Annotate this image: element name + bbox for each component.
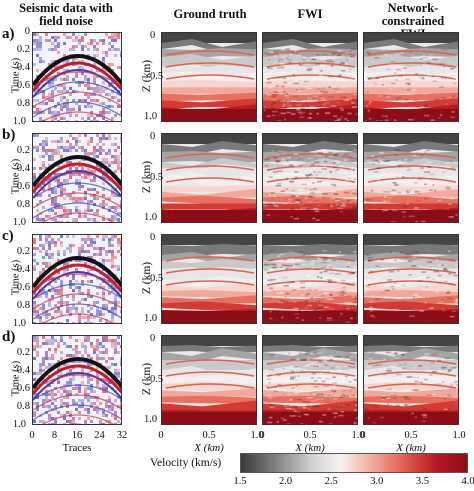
seismic-ylabel: Time (s) [10, 360, 22, 397]
colorbar-tick-label: 4.0 [461, 476, 474, 487]
model-ytick-label: 1.0 [144, 212, 158, 223]
model-xlabel: X (km) [194, 442, 224, 454]
seismic-ytick-label: 0.2 [16, 44, 30, 55]
seismic-ytick-label: 0.6 [16, 383, 30, 394]
fwi-model-image [262, 234, 358, 324]
seismic-xtick-label: 8 [51, 430, 58, 441]
model-xtick-label: 0 [259, 430, 265, 441]
model-ytick-label: 0.5 [150, 171, 164, 183]
seismic-ytick-label: 1.0 [12, 217, 26, 228]
fwi-column-header: FWI [297, 7, 323, 21]
seismic-ylabel: Time (s) [10, 158, 22, 195]
seismic-ylabel: Time (s) [10, 57, 22, 94]
seismic-xtick-label: 16 [71, 430, 83, 441]
row-label: d) [2, 329, 16, 345]
seismic-ylabel: Time (s) [10, 259, 22, 296]
seismic-ytick-label: 1.0 [12, 318, 26, 329]
model-ytick-label: 0 [150, 30, 156, 41]
colorbar-label: Velocity (km/s) [150, 457, 222, 469]
seismic-xtick-label: 24 [94, 430, 105, 441]
row-label: c) [2, 228, 14, 244]
colorbar-tick-label: 3.0 [370, 476, 384, 487]
fwi-model-image [262, 335, 358, 425]
seismic-xtick-label: 32 [116, 430, 128, 441]
seismic-ytick-label: 0.8 [16, 98, 30, 109]
seismic-ytick-label: 1.0 [12, 419, 26, 430]
model-ytick-label: 0.5 [150, 70, 164, 82]
ground-truth-model-image [161, 234, 257, 324]
model-xtick-label: 0.5 [404, 430, 418, 441]
model-ytick-label: 0 [150, 333, 156, 344]
model-xlabel: X (km) [396, 442, 426, 454]
ground-truth-model-image [161, 32, 257, 122]
seismic-gather-image [32, 32, 122, 122]
model-ylabel: Z (km) [141, 59, 153, 93]
seismic-xtick-label: 0 [29, 430, 35, 441]
seismic-ytick-label: 1.0 [12, 116, 26, 127]
seismic-ytick-label: 0.8 [16, 401, 30, 412]
seismic-ytick-label: 0.2 [16, 347, 30, 358]
seismic-ytick-label: 0.8 [16, 199, 30, 210]
colorbar [240, 453, 468, 473]
ground-truth-model-image [161, 335, 257, 425]
model-xtick-label: 0 [360, 430, 366, 441]
seismic-ytick-label: 0.2 [16, 246, 30, 257]
seismic-ytick-label: 0.4 [16, 365, 30, 376]
row-label: b) [2, 127, 16, 143]
fwi-model-image [262, 32, 358, 122]
seismic-ytick-label: 0.6 [16, 80, 30, 91]
model-ylabel: Z (km) [141, 261, 153, 295]
model-xlabel: X (km) [295, 442, 325, 454]
model-ytick-label: 0 [150, 131, 156, 142]
seismic-ytick-label: 0.8 [16, 300, 30, 311]
seismic-gather-image [32, 234, 122, 324]
row-label: a) [2, 26, 15, 42]
seismic-gather-image [32, 335, 122, 425]
seismic-ytick-label: 0.4 [16, 163, 30, 174]
model-ytick-label: 1.0 [144, 111, 158, 122]
colorbar-tick-label: 2.5 [324, 476, 338, 487]
seismic-ytick-label: 0.4 [16, 264, 30, 275]
model-ytick-label: 1.0 [144, 414, 158, 425]
model-xtick-label: 1.0 [351, 430, 365, 441]
model-xtick-label: 1.0 [452, 430, 466, 441]
model-xtick-label: 0.5 [202, 430, 216, 441]
seismic-ytick-label: 0.2 [16, 145, 30, 156]
model-xtick-label: 0.5 [303, 430, 317, 441]
model-ytick-label: 0.5 [150, 373, 164, 385]
colorbar-tick-label: 3.5 [415, 476, 429, 487]
network-fwi-model-image [363, 335, 459, 425]
ground-truth-column-header: Ground truth [173, 7, 247, 21]
seismic-gather-image [32, 133, 122, 223]
seismic-ytick-label: 0 [24, 26, 30, 37]
seismic-ytick-label: 0.6 [16, 282, 30, 293]
model-ytick-label: 0 [150, 232, 156, 243]
colorbar-tick-label: 1.5 [233, 476, 247, 487]
network-fwi-model-image [363, 234, 459, 324]
seismic-xlabel: Traces [62, 442, 92, 454]
model-ytick-label: 0.5 [150, 272, 164, 284]
network-fwi-model-image [363, 32, 459, 122]
network-fwi-model-image [363, 133, 459, 223]
fwi-model-image [262, 133, 358, 223]
ground-truth-model-image [161, 133, 257, 223]
model-ylabel: Z (km) [141, 160, 153, 194]
seismic-column-header: Seismic data with field noise [19, 1, 113, 28]
model-xtick-label: 0 [158, 430, 164, 441]
model-ylabel: Z (km) [141, 362, 153, 396]
model-ytick-label: 1.0 [144, 313, 158, 324]
model-xtick-label: 1.0 [250, 430, 264, 441]
colorbar-tick-label: 2.0 [279, 476, 293, 487]
seismic-ytick-label: 0.6 [16, 181, 30, 192]
seismic-ytick-label: 0.4 [16, 62, 30, 73]
